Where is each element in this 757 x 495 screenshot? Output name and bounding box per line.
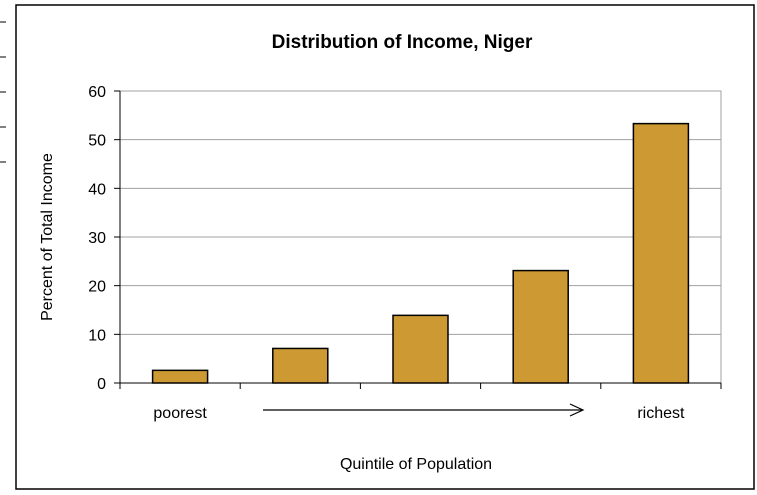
y-tick-label: 0 (97, 376, 106, 393)
y-tick-label: 20 (88, 279, 106, 296)
y-axis-ticks: 0 10 20 30 40 50 60 (88, 84, 120, 393)
gridlines (120, 90, 721, 335)
category-label: richest (637, 405, 685, 422)
y-tick-label: 60 (88, 84, 106, 101)
chart-title: Distribution of Income, Niger (272, 32, 533, 53)
x-axis-label: Quintile of Population (340, 456, 492, 473)
category-label: poorest (153, 405, 207, 422)
category-labels: poorest richest (153, 405, 685, 422)
x-axis-ticks (119, 383, 722, 389)
bar (272, 347, 329, 384)
bars (151, 122, 690, 384)
bar (512, 269, 569, 384)
y-tick-label: 30 (88, 230, 106, 247)
bar (632, 122, 690, 384)
y-axis-label: Percent of Total Income (39, 153, 56, 321)
y-tick-label: 10 (88, 327, 106, 344)
bar (151, 369, 209, 384)
arrow-head-icon (569, 403, 585, 417)
direction-arrow (263, 403, 585, 417)
bar (392, 314, 449, 384)
y-tick-label: 50 (88, 133, 106, 150)
left-edge-marks (0, 21, 6, 163)
y-tick-label: 40 (88, 181, 106, 198)
